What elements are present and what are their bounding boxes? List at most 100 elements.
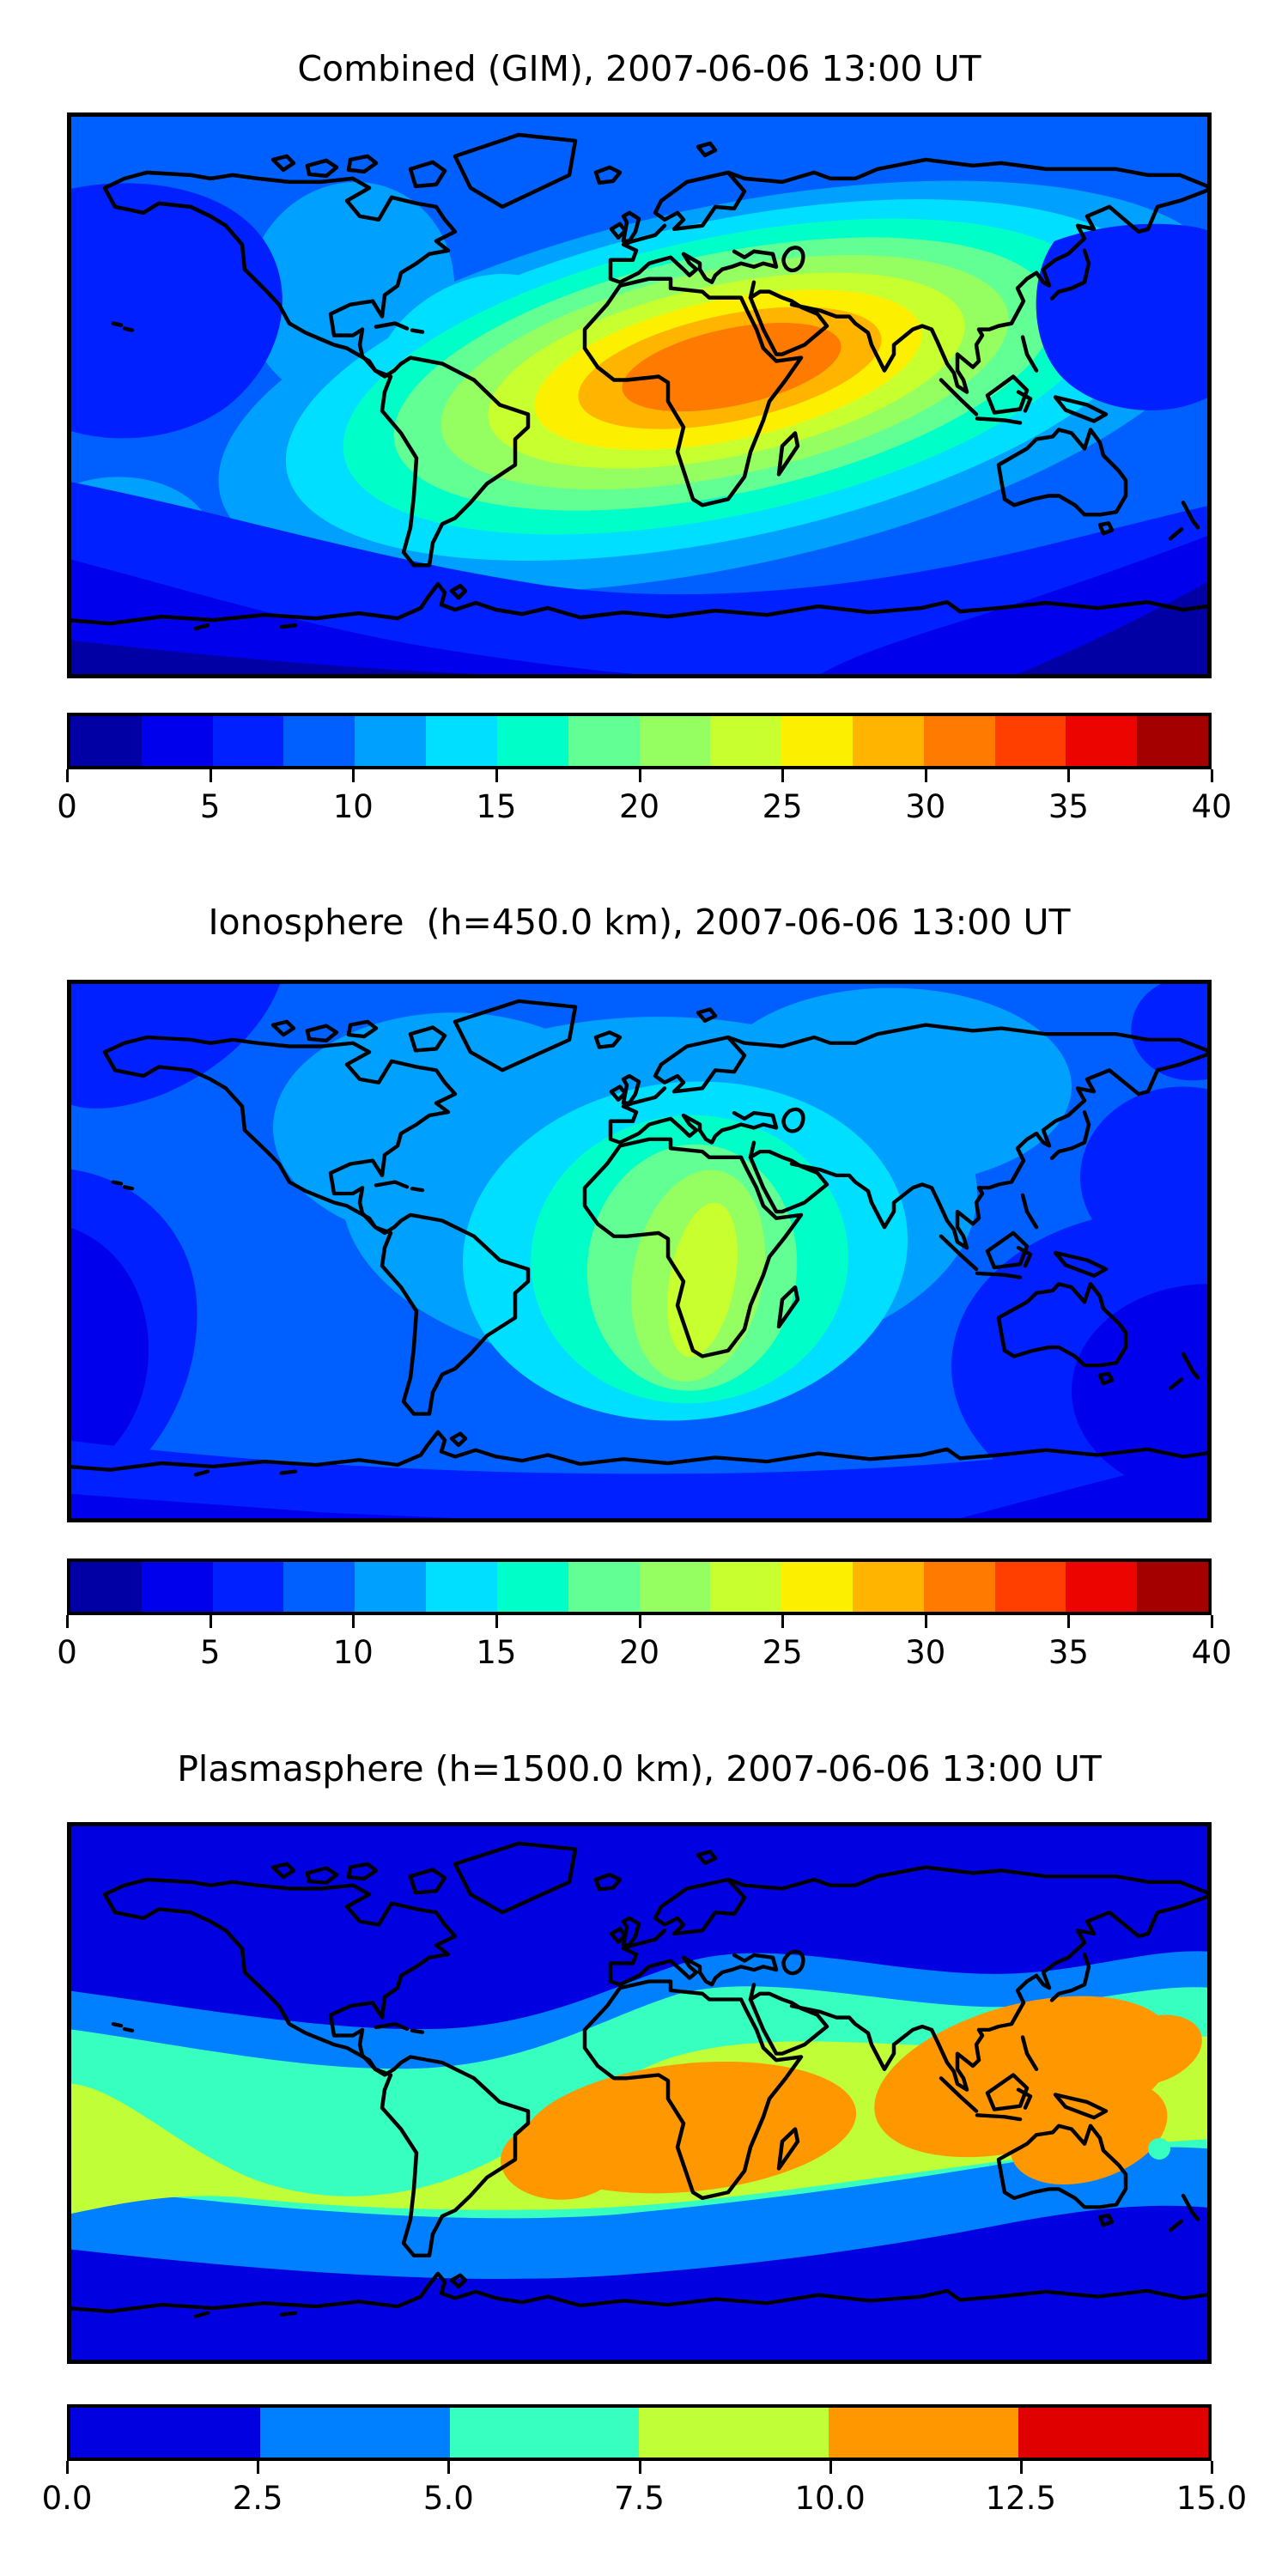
colorbar-segment bbox=[781, 1562, 853, 1612]
colorbar-tick-label: 2.5 bbox=[232, 2480, 283, 2517]
panel3-title: Plasmasphere (h=1500.0 km), 2007-06-06 1… bbox=[177, 1748, 1102, 1789]
colorbar-segment bbox=[923, 1562, 995, 1612]
colorbar-tick bbox=[352, 769, 355, 782]
colorbar-tick bbox=[1019, 2461, 1023, 2474]
panel1-colorbar-labels: 0 5 10 15 20 25 30 35 40 bbox=[57, 788, 1231, 828]
colorbar-segment bbox=[70, 2408, 260, 2458]
colorbar-segment bbox=[1018, 2408, 1208, 2458]
colorbar-tick-label: 10 bbox=[332, 1634, 374, 1671]
colorbar-segment bbox=[449, 2408, 640, 2458]
colorbar-tick-label: 30 bbox=[905, 1634, 946, 1671]
colorbar-tick bbox=[66, 769, 69, 782]
panel2-colorbar-ticks bbox=[66, 1615, 1213, 1629]
colorbar-segment bbox=[852, 1562, 924, 1612]
colorbar-segment bbox=[283, 1562, 355, 1612]
colorbar-tick-label: 35 bbox=[1048, 788, 1089, 825]
colorbar-segment bbox=[829, 2408, 1019, 2458]
colorbar-tick bbox=[352, 1615, 355, 1628]
colorbar-tick bbox=[66, 2461, 69, 2474]
colorbar-segment bbox=[259, 2408, 450, 2458]
colorbar-tick-label: 25 bbox=[762, 1634, 803, 1671]
colorbar-segment bbox=[212, 716, 284, 766]
colorbar-segment bbox=[141, 716, 213, 766]
colorbar-tick-label: 0 bbox=[57, 1634, 77, 1671]
colorbar-tick-label: 30 bbox=[905, 788, 946, 825]
colorbar-tick-label: 40 bbox=[1191, 788, 1232, 825]
panel1-colorbar: 0 5 10 15 20 25 30 35 40 bbox=[57, 713, 1232, 828]
colorbar-segment bbox=[212, 1562, 284, 1612]
colorbar-segment bbox=[355, 1562, 427, 1612]
panel3-map bbox=[67, 1822, 1212, 2364]
colorbar-tick-label: 15.0 bbox=[1176, 2480, 1248, 2517]
colorbar-segment bbox=[1066, 1562, 1138, 1612]
colorbar-tick-label: 12.5 bbox=[985, 2480, 1057, 2517]
colorbar-segment bbox=[994, 716, 1066, 766]
colorbar-segment bbox=[710, 1562, 782, 1612]
colorbar-segment bbox=[70, 716, 142, 766]
colorbar-segment bbox=[283, 716, 355, 766]
panel2-title: Ionosphere (h=450.0 km), 2007-06-06 13:0… bbox=[208, 902, 1071, 943]
colorbar-tick bbox=[495, 1615, 498, 1628]
colorbar-segment bbox=[852, 716, 924, 766]
panel3-colorbar: 0.0 2.5 5.0 7.5 10.0 12.5 15.0 bbox=[42, 2404, 1248, 2519]
colorbar-tick bbox=[1067, 769, 1071, 782]
panel1-map bbox=[67, 112, 1212, 678]
panel2-colorbar-labels: 0 5 10 15 20 25 30 35 40 bbox=[57, 1634, 1231, 1674]
panel1-colorbar-ticks bbox=[66, 769, 1213, 783]
colorbar-tick bbox=[638, 2461, 641, 2474]
panel1-colorbar-bar bbox=[67, 713, 1212, 769]
colorbar-tick-label: 40 bbox=[1191, 1634, 1232, 1671]
colorbar-tick bbox=[1211, 769, 1213, 782]
panel1-title: Combined (GIM), 2007-06-06 13:00 UT bbox=[297, 48, 981, 89]
colorbar-tick bbox=[781, 1615, 785, 1628]
colorbar-segment bbox=[710, 716, 782, 766]
colorbar-segment bbox=[141, 1562, 213, 1612]
colorbar-segment bbox=[496, 1562, 568, 1612]
colorbar-segment bbox=[639, 1562, 711, 1612]
colorbar-tick-label: 0 bbox=[57, 788, 77, 825]
colorbar-tick bbox=[924, 769, 927, 782]
colorbar-tick-label: 20 bbox=[618, 1634, 660, 1671]
colorbar-segment bbox=[496, 716, 568, 766]
colorbar-segment bbox=[639, 2408, 829, 2458]
colorbar-tick-label: 0.0 bbox=[41, 2480, 93, 2517]
panel2-map bbox=[67, 980, 1212, 1522]
colorbar-segment bbox=[1137, 716, 1208, 766]
panel3-colorbar-ticks bbox=[66, 2461, 1213, 2475]
colorbar-tick-label: 25 bbox=[762, 788, 803, 825]
colorbar-segment bbox=[568, 716, 640, 766]
colorbar-segment bbox=[1137, 1562, 1208, 1612]
colorbar-segment bbox=[568, 1562, 640, 1612]
colorbar-tick bbox=[638, 1615, 641, 1628]
colorbar-tick bbox=[829, 2461, 832, 2474]
colorbar-segment bbox=[1066, 716, 1138, 766]
colorbar-tick-label: 20 bbox=[618, 788, 660, 825]
colorbar-segment bbox=[923, 716, 995, 766]
colorbar-segment bbox=[426, 716, 497, 766]
colorbar-tick-label: 10.0 bbox=[794, 2480, 866, 2517]
colorbar-tick bbox=[257, 2461, 260, 2474]
colorbar-tick bbox=[924, 1615, 927, 1628]
colorbar-tick-label: 7.5 bbox=[614, 2480, 665, 2517]
panel3-colorbar-labels: 0.0 2.5 5.0 7.5 10.0 12.5 15.0 bbox=[42, 2480, 1248, 2519]
colorbar-segment bbox=[355, 716, 427, 766]
colorbar-tick-label: 15 bbox=[476, 788, 517, 825]
colorbar-tick-label: 5 bbox=[199, 1634, 221, 1671]
colorbar-tick bbox=[1211, 1615, 1213, 1628]
colorbar-tick-label: 15 bbox=[476, 1634, 517, 1671]
colorbar-tick bbox=[781, 769, 785, 782]
colorbar-segment bbox=[994, 1562, 1066, 1612]
colorbar-tick bbox=[1067, 1615, 1071, 1628]
colorbar-segment bbox=[426, 1562, 497, 1612]
panel3-colorbar-bar bbox=[67, 2404, 1212, 2461]
colorbar-tick bbox=[209, 769, 212, 782]
colorbar-segment bbox=[781, 716, 853, 766]
colorbar-tick bbox=[209, 1615, 212, 1628]
colorbar-tick-label: 35 bbox=[1048, 1634, 1089, 1671]
colorbar-tick-label: 10 bbox=[332, 788, 374, 825]
colorbar-tick bbox=[1211, 2461, 1213, 2474]
colorbar-tick bbox=[447, 2461, 451, 2474]
colorbar-tick-label: 5 bbox=[199, 788, 221, 825]
panel2-colorbar-bar bbox=[67, 1558, 1212, 1615]
